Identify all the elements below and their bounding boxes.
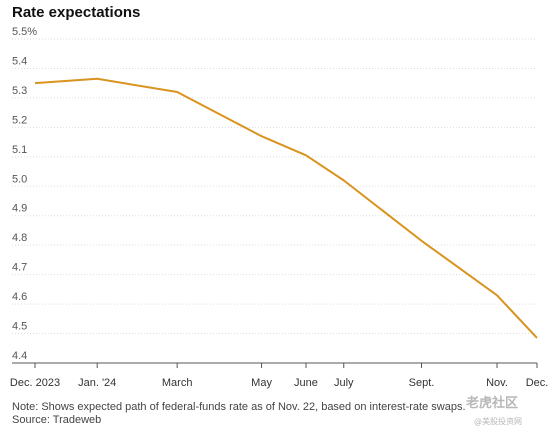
watermark-handle: @美股投资网 <box>474 417 522 426</box>
x-tick-label: Sept. <box>409 377 435 389</box>
x-tick-label: June <box>294 377 318 389</box>
x-tick-label: Dec. 2023 <box>10 377 60 389</box>
y-tick-label: 5.3 <box>12 85 27 97</box>
y-tick-label: 4.7 <box>12 262 27 274</box>
x-tick-label: Jan. '24 <box>78 377 116 389</box>
y-tick-label: 4.6 <box>12 291 27 303</box>
x-tick-label: May <box>251 377 272 389</box>
x-tick-label: Dec. <box>526 377 549 389</box>
y-tick-label: 4.5 <box>12 321 27 333</box>
chart-source: Source: Tradeweb <box>12 414 102 426</box>
x-tick-label: March <box>162 377 193 389</box>
chart-note: Note: Shows expected path of federal-fun… <box>12 401 466 413</box>
watermark-logo-text: 老虎社区 <box>466 396 519 411</box>
x-axis-ticks: Dec. 2023 Jan. '24 March May June July Sept. No… <box>10 363 548 389</box>
y-tick-label: 5.4 <box>12 55 27 67</box>
y-axis-ticks: 5.5% 5.4 5.3 5.2 5.1 5.0 4.9 4.8 4.7 4.6 4.5 4.4 <box>12 26 37 362</box>
series-lines <box>34 77 538 339</box>
y-tick-label: 5.5% <box>12 26 37 38</box>
gridlines <box>12 38 537 364</box>
y-tick-label: 4.8 <box>12 232 27 244</box>
y-tick-label: 4.9 <box>12 203 27 215</box>
y-tick-label: 4.4 <box>12 350 27 362</box>
line-chart: 5.5% 5.4 5.3 5.2 5.1 5.0 4.9 4.8 4.7 4.6 4.5 4.4 De… <box>10 26 548 389</box>
y-tick-label: 5.0 <box>12 173 27 185</box>
y-tick-label: 5.2 <box>12 114 27 126</box>
x-tick-label: July <box>334 377 354 389</box>
x-tick-label: Nov. <box>486 377 508 389</box>
y-tick-label: 5.1 <box>12 144 27 156</box>
chart-title: Rate expectations <box>12 4 141 21</box>
series-line <box>34 77 538 339</box>
